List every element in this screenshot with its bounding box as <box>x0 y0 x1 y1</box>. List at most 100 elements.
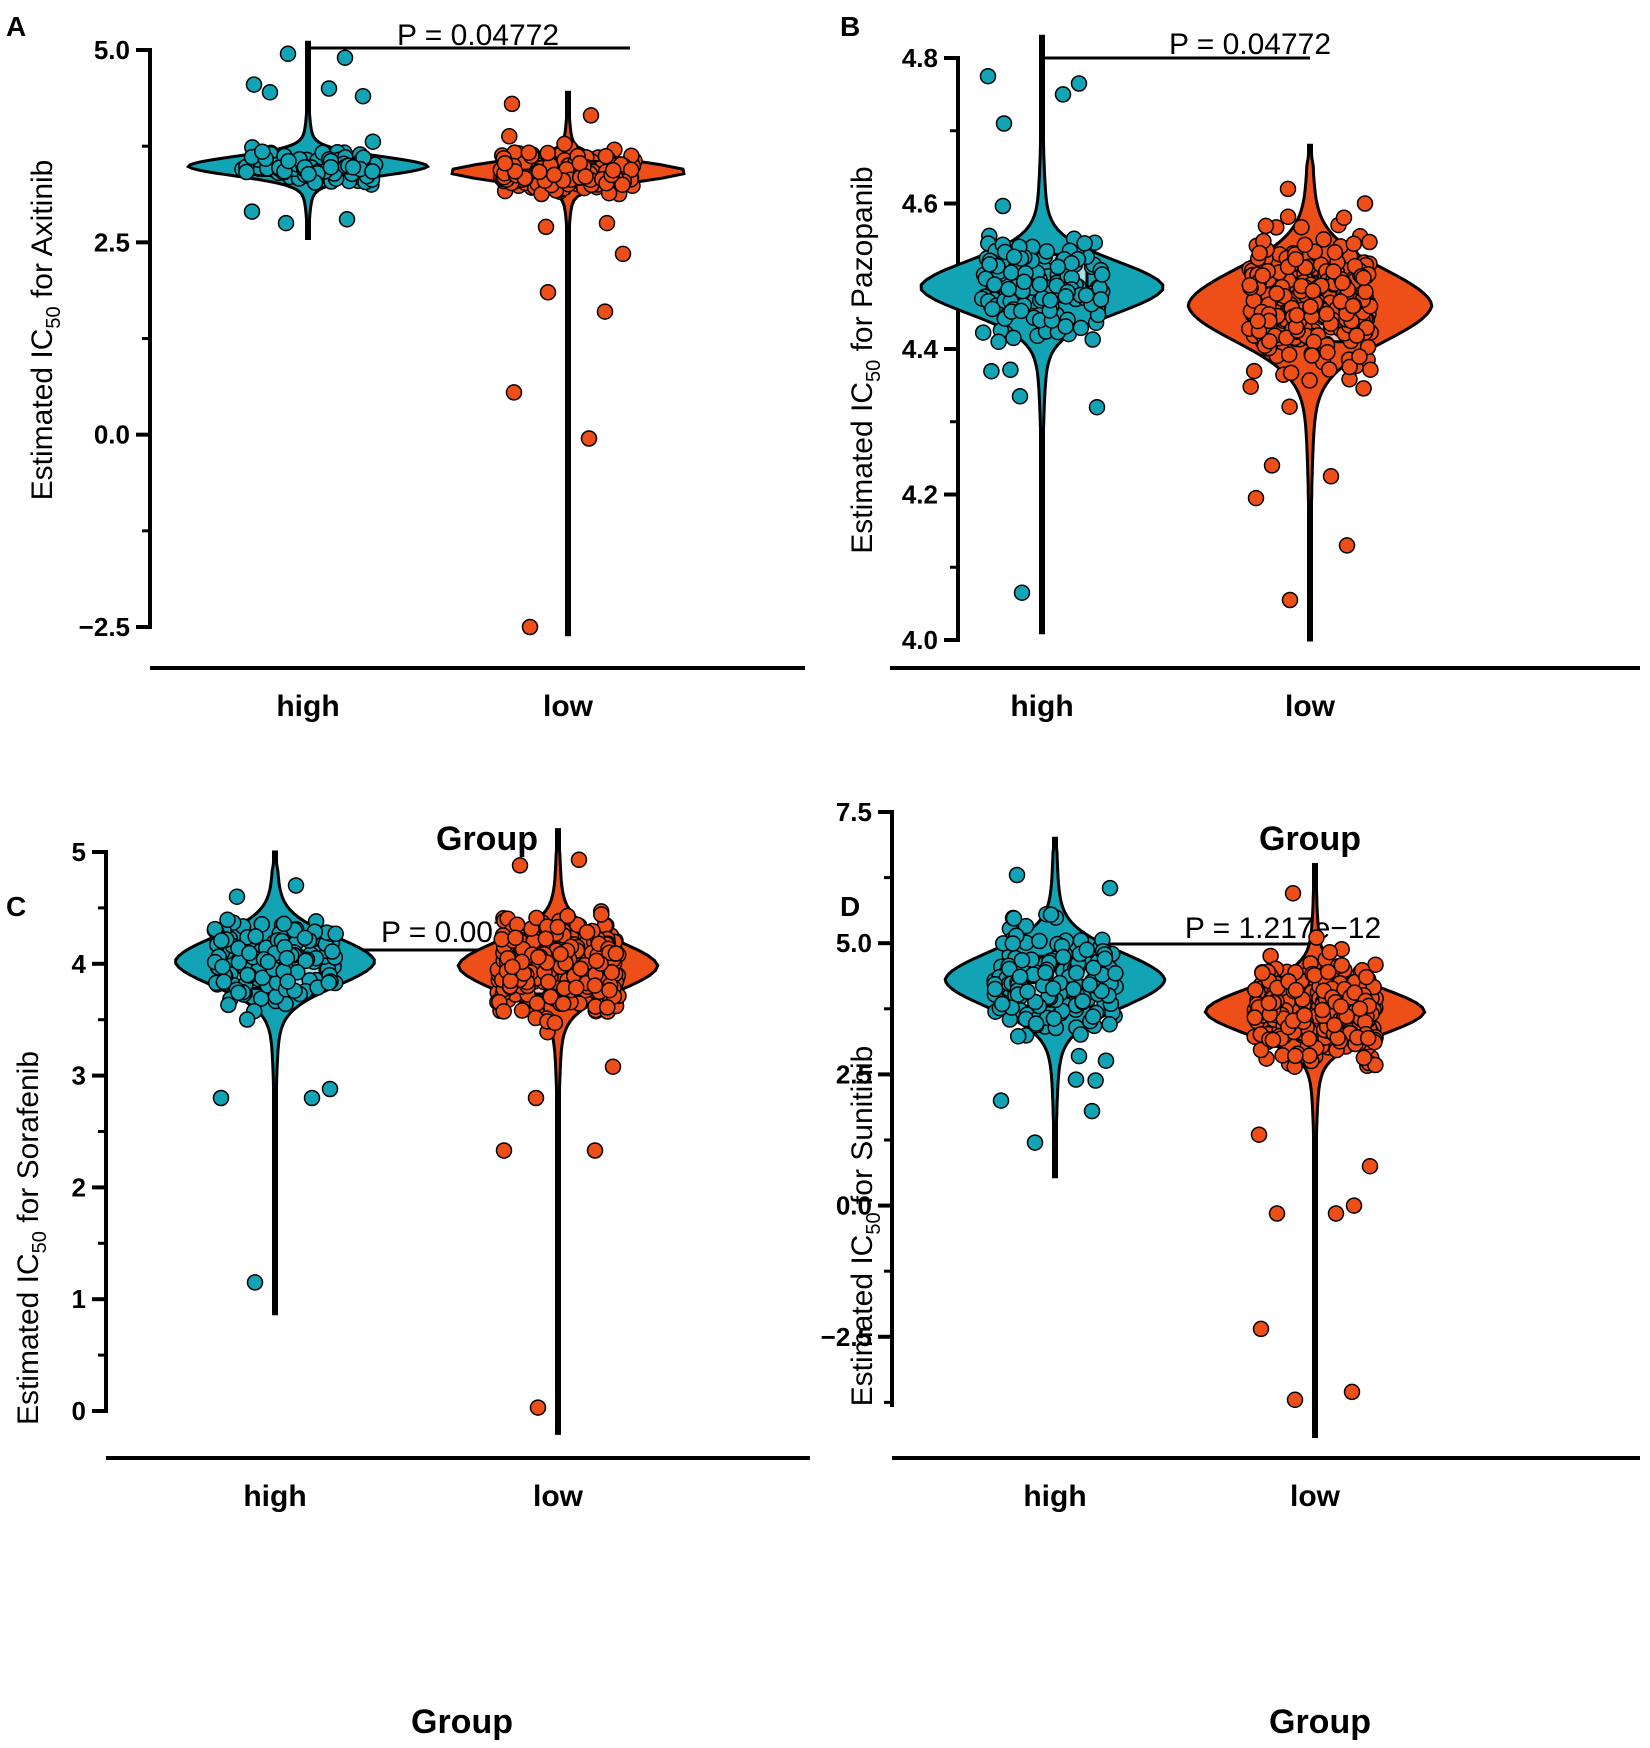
y-tick-label: 2.5 <box>94 227 130 257</box>
outlier-point <box>1252 1320 1270 1338</box>
outlier-point <box>1013 584 1031 601</box>
data-point <box>1345 235 1363 252</box>
y-tick-label: 4.6 <box>902 189 938 219</box>
data-point <box>1251 244 1268 262</box>
data-point <box>614 176 631 193</box>
outlier-point <box>1338 537 1356 554</box>
y-tick-label: 2 <box>72 1172 86 1202</box>
data-point <box>599 999 616 1016</box>
data-point <box>1017 917 1035 935</box>
data-point <box>540 973 557 991</box>
data-point <box>1002 361 1019 379</box>
data-point <box>537 930 555 947</box>
panel-c: C Estimated IC50 for Sorafenib Group P =… <box>6 828 810 1741</box>
data-point <box>1074 992 1091 1010</box>
data-point <box>280 152 297 170</box>
outlier-point <box>277 214 295 232</box>
data-point <box>552 945 569 963</box>
data-point <box>1084 1008 1102 1025</box>
data-point <box>504 958 521 976</box>
outlier-point <box>1345 1197 1363 1214</box>
y-tick-label: 3 <box>72 1061 86 1091</box>
outlier-point <box>529 1399 547 1416</box>
data-point <box>1019 983 1036 1000</box>
data-point <box>593 906 610 923</box>
outlier-point <box>537 218 555 236</box>
data-point <box>578 923 596 941</box>
y-tick-label: 1 <box>72 1284 86 1314</box>
data-point <box>549 918 567 936</box>
data-point <box>1076 235 1093 252</box>
outlier-point <box>979 67 997 85</box>
data-point <box>983 362 1000 380</box>
data-point <box>364 133 382 150</box>
outlier-point <box>246 1274 264 1291</box>
data-point <box>1332 998 1350 1015</box>
outlier-point <box>580 430 598 447</box>
data-point <box>1296 1006 1313 1024</box>
y-axis-label: Estimated IC50 for Sorafenib <box>12 1051 51 1425</box>
data-point <box>238 163 255 181</box>
panel-b: B Estimated IC50 for Pazopanib Group P =… <box>840 11 1640 858</box>
outlier-point <box>243 203 261 220</box>
data-point <box>1333 956 1351 974</box>
violin-body <box>1186 143 1434 642</box>
data-point <box>597 147 615 165</box>
data-point <box>1049 258 1067 276</box>
violin-group-high <box>943 836 1167 1179</box>
outlier-point <box>495 1142 513 1159</box>
outlier-point <box>1067 1071 1085 1088</box>
data-point <box>1031 932 1048 950</box>
data-point <box>1085 959 1102 977</box>
data-point <box>1268 285 1286 302</box>
data-point <box>1257 217 1275 235</box>
data-point <box>1084 331 1101 348</box>
data-point <box>539 144 557 162</box>
data-point <box>559 907 576 925</box>
data-point <box>1319 963 1337 981</box>
outlier-point <box>354 87 372 105</box>
y-axis-label: Estimated IC50 for Pazopanib <box>846 166 885 553</box>
data-point <box>1326 1016 1343 1034</box>
outlier-point <box>1026 1134 1044 1151</box>
data-point <box>239 966 256 984</box>
violin-group-high <box>185 40 431 240</box>
data-point <box>1260 994 1278 1012</box>
data-point <box>364 163 381 180</box>
data-point <box>1303 347 1321 364</box>
outlier-point <box>582 107 600 124</box>
panel-letter: A <box>6 11 26 42</box>
data-point <box>1078 941 1096 959</box>
data-point <box>1096 950 1114 968</box>
outlier-point <box>303 1089 321 1107</box>
data-point <box>622 161 640 179</box>
data-point <box>1241 276 1259 294</box>
y-tick-label: 0.0 <box>94 420 130 450</box>
data-point <box>324 943 341 960</box>
data-point <box>1308 929 1325 946</box>
y-tick-label: 4.2 <box>902 480 938 510</box>
outlier-point <box>1281 591 1299 609</box>
x-axis-label: Group <box>1259 820 1361 858</box>
outlier-point <box>212 1089 230 1107</box>
data-point <box>1361 233 1378 251</box>
x-axis-label: Group <box>1269 1703 1371 1741</box>
data-point <box>238 1011 256 1028</box>
outlier-point <box>598 214 616 232</box>
data-point <box>1042 906 1060 923</box>
data-point <box>577 168 594 185</box>
data-point <box>1009 1028 1027 1045</box>
data-point <box>974 324 992 341</box>
x-tick-label-high: high <box>243 1480 306 1513</box>
data-point <box>1282 364 1300 382</box>
outlier-point <box>1250 1126 1268 1143</box>
outlier-point <box>586 1142 604 1159</box>
data-point <box>1254 964 1271 982</box>
x-tick-label-high: high <box>1010 690 1073 723</box>
data-point <box>604 162 622 179</box>
data-point <box>230 984 247 1001</box>
data-point <box>297 952 314 970</box>
y-tick-label: −2.5 <box>79 612 130 642</box>
y-tick-label: 0.0 <box>836 1191 872 1221</box>
